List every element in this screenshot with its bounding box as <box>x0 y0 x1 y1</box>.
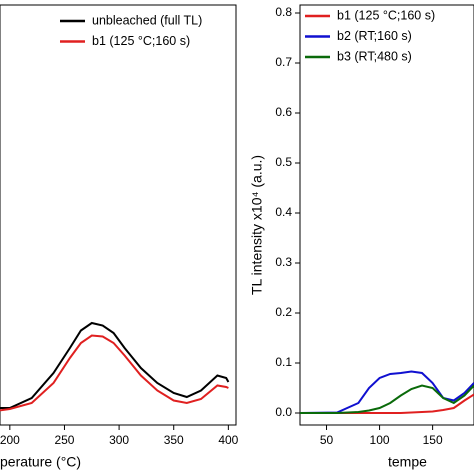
y-tick-label: 0.0 <box>275 405 292 419</box>
x-tick-label: 100 <box>370 433 390 447</box>
x-tick-label: 50 <box>320 433 334 447</box>
plot-frame <box>0 4 237 426</box>
series-line <box>0 334 229 412</box>
y-tick-label: 0.4 <box>275 205 292 219</box>
series-line <box>299 370 474 414</box>
series-line <box>0 321 230 409</box>
legend-label: b1 (125 °C;160 s) <box>337 8 435 22</box>
y-tick-label: 0.3 <box>275 255 292 269</box>
series-line <box>300 384 474 414</box>
y-tick-label: 0.7 <box>275 55 292 69</box>
x-tick-label: 200 <box>0 433 20 447</box>
x-tick-label: 350 <box>164 433 184 447</box>
y-tick-label: 0.1 <box>275 355 292 369</box>
y-tick-label: 0.6 <box>275 105 292 119</box>
y-tick-label: 0.5 <box>275 155 292 169</box>
legend-label: unbleached (full TL) <box>92 13 202 27</box>
legend-label: b2 (RT;160 s) <box>337 29 412 43</box>
series-line <box>300 393 474 414</box>
x-tick-label: 400 <box>218 433 238 447</box>
x-axis-label: tempe <box>388 454 427 470</box>
y-axis-label: TL intensity x10⁴ (a.u.) <box>249 155 265 295</box>
x-tick-label: 250 <box>54 433 74 447</box>
plot-frame <box>299 4 474 426</box>
legend-label: b3 (RT;480 s) <box>337 49 412 63</box>
y-tick-label: 0.2 <box>275 305 292 319</box>
x-tick-label: 150 <box>423 433 443 447</box>
x-tick-label: 300 <box>109 433 129 447</box>
x-axis-label: perature (°C) <box>0 454 81 470</box>
y-tick-label: 0.8 <box>275 5 292 19</box>
legend-label: b1 (125 °C;160 s) <box>92 34 190 48</box>
